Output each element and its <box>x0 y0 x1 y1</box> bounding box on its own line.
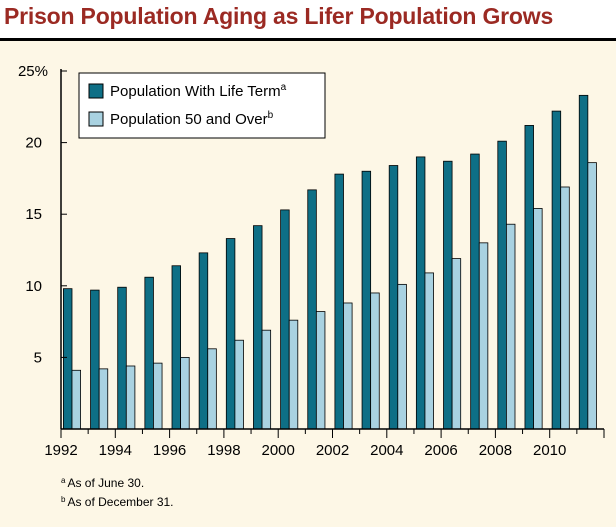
bar-50-and-over-2008 <box>505 223 516 430</box>
bar-50-and-over-1996 <box>180 356 190 430</box>
x-tick-label: 2004 <box>370 442 403 459</box>
bar-life-term-2002 <box>334 173 344 430</box>
bar-life-term-2003 <box>361 170 372 430</box>
legend-swatch-life-term <box>88 83 104 99</box>
x-tick-label: 1998 <box>207 442 240 459</box>
chart-title: Prison Population Aging as Lifer Populat… <box>4 3 554 29</box>
bar-50-and-over-1995 <box>153 362 163 430</box>
bar-life-term-1993 <box>90 289 100 430</box>
x-tick-label: 2008 <box>479 442 512 459</box>
bar-life-term-2006 <box>443 160 453 430</box>
bar-50-and-over-1997 <box>207 348 217 430</box>
bar-50-and-over-2001 <box>315 311 326 430</box>
ticks-layer: 5 10 15 20 25% 1992 1994 1996 1998 2000 2002 2004 20… <box>18 63 605 459</box>
bars-layer <box>63 94 597 430</box>
bar-life-term-2008 <box>497 140 507 430</box>
y-tick-label: 5 <box>34 349 42 366</box>
bar-50-and-over-1994 <box>125 365 136 430</box>
bar-life-term-1997 <box>198 252 209 430</box>
bar-life-term-1998 <box>225 238 236 430</box>
bar-50-and-over-2007 <box>478 242 489 430</box>
legend-box <box>78 72 326 139</box>
legend-label-50-and-over: Population 50 and Overb <box>110 110 274 128</box>
x-tick-label: 2000 <box>262 442 295 459</box>
bar-50-and-over-2002 <box>343 302 353 430</box>
bar-50-and-over-1998 <box>234 339 244 430</box>
bar-life-term-1992 <box>63 288 73 430</box>
y-tick-label: 20 <box>25 135 42 152</box>
bar-50-and-over-2006 <box>451 258 462 430</box>
bar-life-term-2007 <box>470 153 480 430</box>
y-tick-label: 10 <box>25 278 42 295</box>
legend-label-life-term: Population With Life Terma <box>110 82 287 100</box>
x-tick-label: 2006 <box>424 442 457 459</box>
y-tick-label: 15 <box>25 206 42 223</box>
bar-life-term-2010 <box>551 110 562 430</box>
legend-swatch-50-and-over <box>88 111 104 127</box>
x-tick-label: 1996 <box>153 442 186 459</box>
footnote-b: b As of December 31. <box>61 495 174 509</box>
legend: Population With Life Terma Population 50… <box>78 72 326 139</box>
footnote-a: a As of June 30. <box>61 476 145 490</box>
bar-life-term-1994 <box>117 286 127 430</box>
bar-50-and-over-2005 <box>424 272 434 430</box>
bar-50-and-over-2011 <box>587 162 597 430</box>
bar-50-and-over-1999 <box>261 329 272 430</box>
x-tick-label: 2010 <box>533 442 566 459</box>
bar-life-term-1996 <box>171 265 182 430</box>
bar-life-term-2004 <box>388 165 399 430</box>
bar-life-term-2009 <box>524 125 534 430</box>
bar-life-term-2005 <box>415 156 426 430</box>
y-tick-label: 25% <box>18 63 48 80</box>
x-tick-label: 1994 <box>99 442 132 459</box>
bar-50-and-over-2000 <box>288 319 299 430</box>
bar-50-and-over-2010 <box>560 186 570 430</box>
bar-life-term-2000 <box>280 209 290 430</box>
bar-50-and-over-1992 <box>71 369 82 430</box>
title-rule <box>0 38 616 41</box>
bar-50-and-over-2009 <box>533 208 543 430</box>
x-tick-label: 2002 <box>316 442 349 459</box>
bar-50-and-over-2003 <box>370 292 380 430</box>
bar-life-term-2011 <box>578 94 589 430</box>
bar-life-term-1995 <box>144 276 154 430</box>
x-tick-label: 1992 <box>44 442 77 459</box>
bar-50-and-over-1993 <box>98 368 109 430</box>
bar-life-term-2001 <box>307 189 317 430</box>
bar-life-term-1999 <box>253 225 263 430</box>
bar-50-and-over-2004 <box>397 283 407 430</box>
